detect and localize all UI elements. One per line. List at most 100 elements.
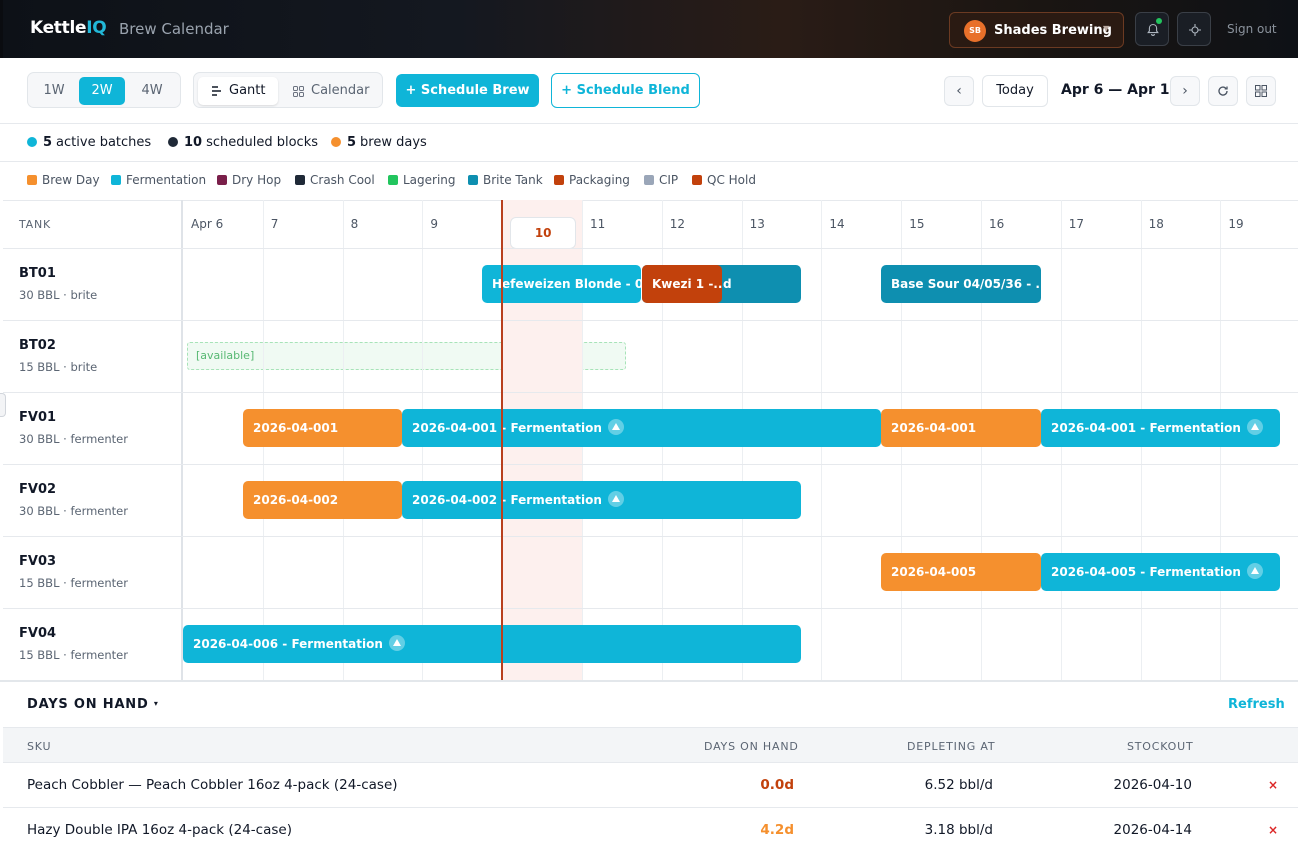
schedule-block-label: 2026-04-001 - Fermentation	[1051, 421, 1241, 435]
side-panel-handle[interactable]	[0, 393, 6, 417]
schedule-block[interactable]: 2026-04-001	[243, 409, 402, 447]
notifications-button[interactable]	[1135, 12, 1169, 46]
legend-item: Brew Day	[27, 173, 100, 187]
tank-name[interactable]: BT01	[19, 266, 56, 281]
legend-item: Crash Cool	[295, 173, 375, 187]
stat-brew-days: 5 brew days	[331, 135, 427, 150]
today-marker-line	[501, 200, 504, 680]
legend-item: Dry Hop	[217, 173, 281, 187]
day-header: 17	[1068, 217, 1085, 231]
schedule-block[interactable]: 2026-04-005	[881, 553, 1041, 591]
schedule-block-label: 2026-04-006 - Fermentation	[193, 637, 383, 651]
legend-swatch	[295, 175, 305, 185]
tank-name[interactable]: FV01	[19, 410, 57, 425]
days-on-hand-refresh-link[interactable]: Refresh	[1228, 697, 1285, 712]
tank-meta: 15 BBL · fermenter	[19, 648, 128, 662]
tank-name[interactable]: FV03	[19, 554, 57, 569]
brewery-avatar: SB	[964, 20, 986, 42]
schedule-brew-button[interactable]: + Schedule Brew	[396, 74, 539, 107]
divider	[0, 123, 1298, 124]
view-selector: Gantt Calendar	[193, 72, 383, 108]
warning-icon	[607, 491, 624, 507]
schedule-block-label: 2026-04-001	[891, 421, 977, 435]
day-header: 14	[829, 217, 845, 231]
layout-button[interactable]	[1246, 76, 1276, 106]
row-divider	[3, 464, 1298, 465]
schedule-block[interactable]: 2026-04-001	[881, 409, 1041, 447]
legend-swatch	[644, 175, 654, 185]
row-divider	[3, 392, 1298, 393]
schedule-blend-button[interactable]: + Schedule Blend	[551, 73, 700, 108]
tank-name[interactable]: BT02	[19, 338, 56, 353]
row-divider	[3, 536, 1298, 537]
warning-icon	[388, 635, 405, 651]
schedule-block[interactable]: 2026-04-002 - Fermentation	[402, 481, 801, 519]
schedule-block-label: Base Sour 04/05/36 - ...	[891, 277, 1041, 291]
tank-meta: 30 BBL · brite	[19, 288, 98, 302]
column-header-stockout: STOCKOUT	[1127, 740, 1194, 753]
gantt-header-border	[3, 248, 1298, 249]
sku-cell: Hazy Double IPA 16oz 4-pack (24-case)	[27, 822, 292, 838]
bell-icon	[1147, 23, 1159, 36]
refresh-button[interactable]	[1208, 76, 1238, 106]
tab-calendar[interactable]: Calendar	[282, 77, 380, 105]
schedule-block[interactable]: Hefeweizen Blonde - 0d	[482, 265, 641, 303]
schedule-block[interactable]: 2026-04-001 - Fermentation	[1041, 409, 1280, 447]
tab-gantt[interactable]: Gantt	[198, 77, 278, 105]
next-period-button[interactable]: ›	[1170, 76, 1200, 106]
refresh-icon	[1218, 86, 1228, 96]
day-header: 10	[510, 217, 577, 249]
today-button[interactable]: Today	[982, 75, 1048, 107]
schedule-block-label: 2026-04-002	[253, 493, 339, 507]
notification-dot	[1156, 18, 1162, 24]
remove-icon[interactable]: ×	[1268, 823, 1279, 837]
schedule-block[interactable]: 2026-04-001 - Fermentation	[402, 409, 881, 447]
range-2w-button[interactable]: 2W	[79, 77, 125, 105]
chevron-down-icon: ▾	[153, 699, 159, 708]
schedule-block[interactable]: Kwezi 1 -...	[642, 265, 722, 303]
schedule-block[interactable]: 2026-04-002	[243, 481, 402, 519]
schedule-block[interactable]: 2026-04-006 - Fermentation	[183, 625, 801, 663]
locate-button[interactable]	[1177, 12, 1211, 46]
schedule-block-label: d	[723, 277, 732, 291]
grid-icon	[1255, 85, 1267, 97]
sign-out-link[interactable]: Sign out	[1227, 22, 1277, 36]
stockout-cell: 2026-04-10	[1113, 777, 1192, 793]
logo[interactable]: KettleIQ	[30, 18, 107, 38]
row-divider	[3, 320, 1298, 321]
day-header: 11	[590, 217, 606, 231]
divider	[0, 680, 1298, 682]
stat-active-batches: 5 active batches	[27, 135, 151, 150]
warning-icon	[1246, 563, 1263, 579]
warning-icon	[607, 419, 624, 435]
days-on-hand-toggle[interactable]: DAYS ON HAND ▾	[27, 697, 159, 712]
range-4w-button[interactable]: 4W	[141, 83, 163, 98]
tank-column-header: TANK	[19, 218, 52, 231]
legend-swatch	[554, 175, 564, 185]
schedule-block-label: Kwezi 1 -...	[652, 277, 722, 291]
table-row[interactable]: Peach Cobbler — Peach Cobbler 16oz 4-pac…	[3, 763, 1298, 808]
range-1w-button[interactable]: 1W	[43, 83, 65, 98]
table-row[interactable]: Hazy Double IPA 16oz 4-pack (24-case) 4.2…	[3, 808, 1298, 852]
legend-item: Lagering	[388, 173, 456, 187]
sku-cell: Peach Cobbler — Peach Cobbler 16oz 4-pac…	[27, 777, 398, 793]
chevron-down-icon: ▼	[1103, 24, 1110, 33]
plus-icon: +	[561, 83, 577, 98]
prev-period-button[interactable]: ‹	[944, 76, 974, 106]
schedule-block-label: 2026-04-005	[891, 565, 977, 579]
remove-icon[interactable]: ×	[1268, 778, 1279, 792]
tank-name[interactable]: FV04	[19, 626, 57, 641]
grid-icon	[293, 86, 304, 97]
brewery-switcher[interactable]: SB Shades Brewing ▼	[949, 12, 1124, 48]
legend-item: Brite Tank	[468, 173, 543, 187]
divider	[0, 161, 1298, 162]
tank-name[interactable]: FV02	[19, 482, 57, 497]
days-on-hand-cell: 4.2d	[760, 822, 794, 838]
day-header: 15	[909, 217, 925, 231]
stockout-cell: 2026-04-14	[1113, 822, 1192, 838]
schedule-block[interactable]: Base Sour 04/05/36 - ...	[881, 265, 1041, 303]
schedule-block-label: 2026-04-005 - Fermentation	[1051, 565, 1241, 579]
schedule-block[interactable]: 2026-04-005 - Fermentation	[1041, 553, 1280, 591]
crosshair-icon	[1189, 24, 1201, 36]
